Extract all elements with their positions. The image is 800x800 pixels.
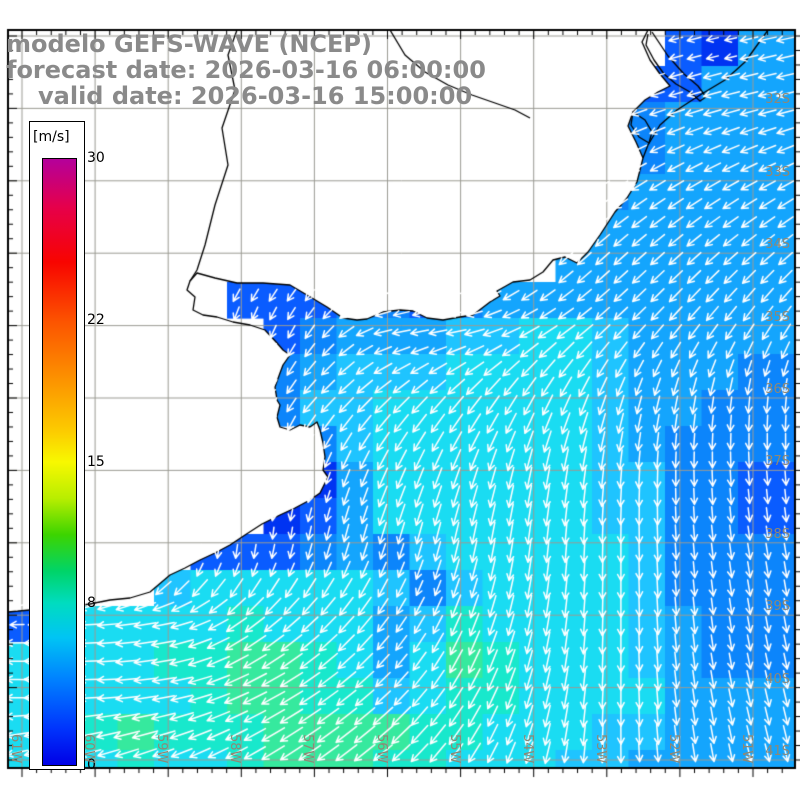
lon-label-56W: 56W [373, 734, 389, 764]
lat-label-41S: 41S [765, 744, 790, 759]
lon-label-54W: 54W [519, 734, 535, 764]
valid-date-line: valid date: 2026-03-16 15:00:00 [38, 82, 473, 110]
colorbar-panel: [m/s] [29, 121, 85, 770]
lon-label-51W: 51W [739, 734, 754, 764]
lat-label-36S: 36S [765, 382, 790, 397]
lon-label-57W: 57W [300, 734, 316, 764]
colorbar-tick-30: 30 [87, 150, 105, 166]
lat-label-37S: 37S [765, 454, 790, 470]
lon-label-61W: 61W [8, 734, 23, 764]
colorbar-unit-label: [m/s] [33, 129, 70, 145]
lat-label-33S: 33S [765, 164, 790, 180]
map-title: modelo GEFS-WAVE (NCEP) [6, 30, 372, 58]
lon-label-53W: 53W [592, 734, 608, 764]
forecast-date-line: forecast date: 2026-03-16 06:00:00 [6, 56, 486, 84]
colorbar-tick-15: 15 [87, 453, 105, 470]
colorbar-tick-22: 22 [87, 311, 105, 328]
lat-label-40S: 40S [765, 671, 790, 687]
lat-label-34S: 34S [765, 237, 790, 253]
lat-label-35S: 35S [765, 309, 790, 325]
lon-label-58W: 58W [227, 734, 243, 764]
colorbar-tick-0: 0 [87, 757, 96, 773]
lat-label-32S: 32S [765, 92, 790, 108]
lon-label-55W: 55W [446, 734, 462, 764]
lat-label-38S: 38S [765, 526, 790, 542]
lat-label-39S: 39S [765, 599, 790, 615]
colorbar-gradient [42, 158, 77, 766]
lon-label-59W: 59W [154, 734, 170, 764]
lon-label-60W: 60W [81, 734, 97, 764]
lon-label-52W: 52W [665, 734, 681, 764]
colorbar-tick-8: 8 [87, 595, 96, 612]
